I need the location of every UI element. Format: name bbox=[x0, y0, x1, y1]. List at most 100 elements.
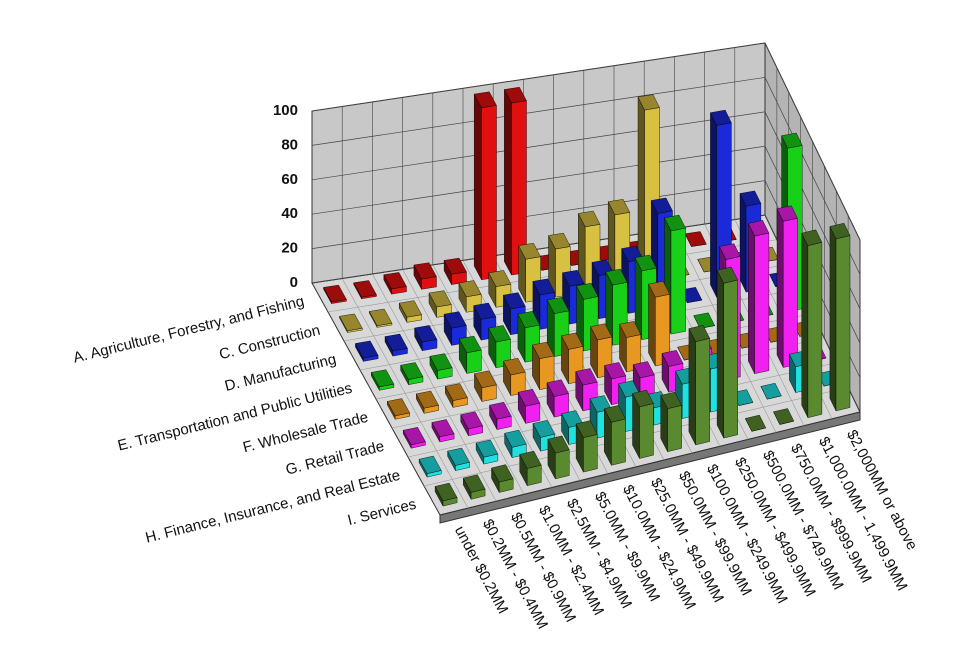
bar bbox=[660, 391, 682, 452]
bar-top-face bbox=[502, 292, 526, 310]
bar-left-face bbox=[829, 226, 837, 411]
bar-top-face bbox=[355, 340, 379, 359]
bar-top-face bbox=[562, 269, 585, 287]
bar-front-face bbox=[611, 418, 626, 466]
bar bbox=[716, 266, 738, 439]
bar-top-face bbox=[546, 297, 570, 314]
bar bbox=[532, 341, 555, 390]
bar bbox=[801, 229, 823, 418]
bar-top-face bbox=[415, 390, 439, 409]
bar-top-face bbox=[473, 91, 497, 109]
bar bbox=[693, 312, 715, 329]
bar bbox=[517, 388, 541, 424]
bar-top-face bbox=[577, 210, 601, 228]
bar bbox=[575, 420, 598, 473]
legend-label: A. Agriculture, Forestry, and Fishing bbox=[72, 293, 306, 367]
bar bbox=[637, 94, 660, 283]
bar bbox=[418, 455, 442, 478]
bar-top-face bbox=[561, 332, 584, 350]
bar-left-face bbox=[716, 270, 724, 439]
bar bbox=[458, 280, 482, 313]
bar-top-face bbox=[473, 302, 497, 320]
bar-top-face bbox=[474, 370, 497, 389]
bar bbox=[519, 450, 542, 486]
bar-top-face bbox=[398, 300, 423, 318]
bar-top-face bbox=[605, 268, 628, 286]
grid-line bbox=[311, 180, 861, 378]
bar bbox=[488, 325, 511, 369]
bar-top-face bbox=[488, 325, 511, 343]
bar-top-face bbox=[776, 205, 798, 222]
bar-top-face bbox=[488, 270, 512, 287]
bar-left-face bbox=[688, 328, 696, 445]
bar-front-face bbox=[754, 232, 770, 374]
bar bbox=[619, 321, 642, 373]
legend-label: H. Finance, Insurance, and Real Estate bbox=[144, 467, 402, 547]
bar bbox=[323, 284, 347, 304]
bar-top-face bbox=[604, 405, 626, 423]
bar-top-face bbox=[402, 427, 426, 446]
y-tick-label: 100 bbox=[273, 102, 298, 119]
bar-top-face bbox=[503, 86, 527, 104]
bar-top-face bbox=[650, 197, 673, 214]
bar bbox=[605, 268, 628, 346]
bar-top-face bbox=[413, 262, 437, 280]
bar-top-face bbox=[429, 353, 453, 371]
bar-top-face bbox=[739, 190, 762, 207]
bar bbox=[458, 335, 482, 374]
bar bbox=[339, 313, 363, 333]
bar-top-face bbox=[443, 257, 467, 275]
bar bbox=[475, 439, 499, 465]
grid-line bbox=[311, 111, 861, 309]
bar-top-face bbox=[532, 420, 555, 438]
bar bbox=[415, 390, 439, 414]
grid-line bbox=[311, 77, 861, 275]
bar bbox=[413, 262, 437, 290]
bar bbox=[443, 257, 467, 285]
bar bbox=[577, 210, 601, 293]
bar bbox=[460, 411, 484, 437]
bar-top-face bbox=[619, 321, 642, 338]
bar-top-face bbox=[532, 278, 556, 296]
bar bbox=[434, 482, 458, 507]
bar-top-face bbox=[519, 450, 542, 469]
bar-top-face bbox=[518, 242, 541, 260]
bar-top-face bbox=[447, 447, 470, 466]
bar-top-face bbox=[745, 414, 767, 432]
bar-left-face bbox=[776, 208, 784, 368]
bar-top-face bbox=[773, 408, 795, 425]
bar bbox=[429, 353, 453, 380]
bar-left-face bbox=[739, 193, 747, 293]
bar-top-face bbox=[458, 335, 482, 354]
bar-top-face bbox=[660, 391, 682, 409]
bar bbox=[632, 361, 655, 399]
bar-top-face bbox=[632, 361, 655, 379]
bar-front-face bbox=[835, 235, 851, 412]
bar bbox=[368, 308, 393, 328]
bar bbox=[546, 379, 569, 418]
bar-top-face bbox=[575, 420, 598, 438]
bar bbox=[398, 300, 423, 323]
bar-top-face bbox=[504, 429, 527, 448]
bar-top-face bbox=[632, 389, 654, 408]
bar bbox=[684, 231, 707, 247]
bar-front-face bbox=[670, 227, 686, 335]
bar-top-face bbox=[368, 308, 393, 326]
bar bbox=[648, 280, 670, 367]
bar-top-face bbox=[637, 94, 660, 111]
bar bbox=[503, 357, 526, 396]
bar-top-face bbox=[801, 229, 823, 246]
bar-left-face bbox=[801, 233, 809, 418]
bar bbox=[386, 398, 411, 420]
bar-top-face bbox=[576, 282, 599, 300]
bar-top-face bbox=[460, 411, 484, 430]
bar bbox=[414, 325, 438, 351]
bar-top-face bbox=[548, 232, 571, 250]
bar-front-face bbox=[639, 403, 654, 459]
bar-top-face bbox=[444, 383, 468, 401]
bar-top-face bbox=[323, 284, 347, 303]
bar-top-face bbox=[384, 333, 408, 352]
bar-top-face bbox=[607, 199, 631, 216]
bar bbox=[748, 220, 770, 374]
